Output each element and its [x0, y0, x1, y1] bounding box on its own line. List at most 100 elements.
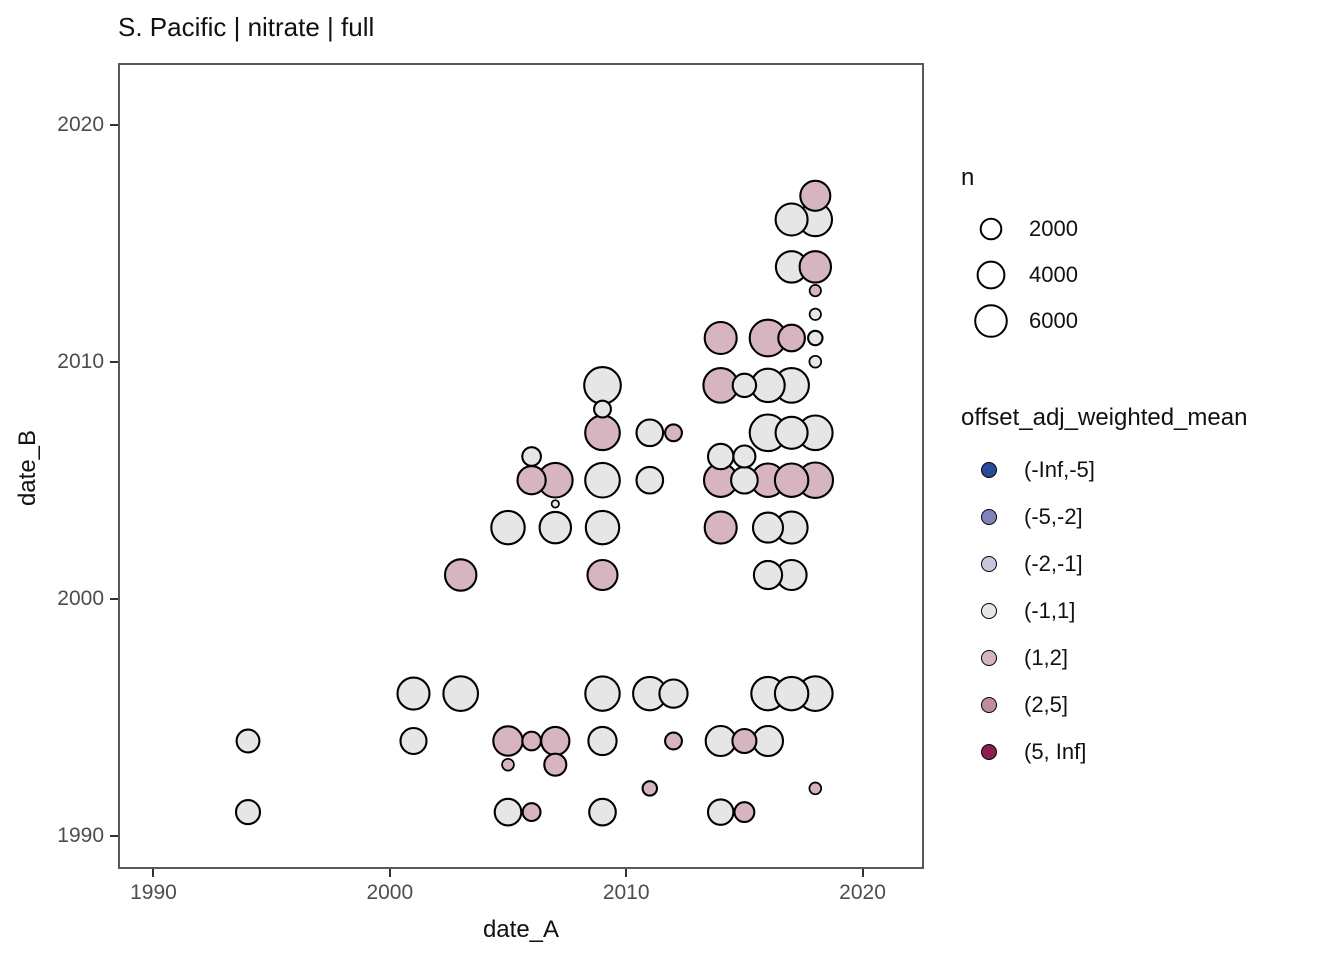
data-point — [584, 675, 621, 712]
color-legend-item: (2,5] — [961, 681, 1247, 728]
chart-title: S. Pacific | nitrate | full — [118, 12, 375, 42]
data-point — [587, 725, 618, 757]
size-legend-item: 2000 — [961, 206, 1078, 252]
color-legend-rows: (-Inf,-5] (-5,-2] (-2,-1] (-1,1] (1,2] (2,5] (… — [961, 446, 1247, 775]
y-tick-mark — [110, 360, 118, 363]
data-point — [583, 366, 622, 405]
data-point — [641, 780, 659, 797]
data-point — [584, 414, 621, 452]
color-legend-dot-icon — [981, 508, 997, 525]
plot-panel — [118, 63, 924, 869]
y-tick-label: 2010 — [57, 349, 104, 373]
data-point — [593, 399, 612, 419]
data-point — [774, 202, 809, 237]
data-point — [808, 284, 822, 298]
color-legend-title: offset_adj_weighted_mean — [961, 404, 1248, 431]
data-point — [521, 802, 542, 823]
x-tick-mark — [388, 869, 391, 877]
data-point — [773, 462, 810, 498]
y-tick-label: 1990 — [57, 823, 104, 847]
y-axis-title: date_B — [14, 429, 41, 507]
color-legend-dot-icon — [981, 602, 997, 619]
color-legend-label: (-2,-1] — [1024, 550, 1083, 576]
x-tick-label: 2020 — [839, 881, 886, 904]
x-tick-label: 1990 — [130, 881, 177, 904]
data-point — [733, 801, 756, 824]
data-point — [584, 509, 621, 546]
data-point — [703, 320, 738, 356]
color-legend-label: (-5,-2] — [1024, 503, 1083, 529]
data-point — [731, 727, 758, 755]
data-point — [492, 725, 524, 757]
data-point — [799, 179, 832, 212]
y-tick-label: 2000 — [57, 586, 104, 610]
data-point — [773, 675, 810, 712]
data-point — [521, 730, 542, 752]
color-legend-label: (1,2] — [1024, 644, 1069, 670]
data-point — [703, 510, 738, 545]
x-tick-mark — [152, 869, 155, 877]
color-legend-dot-icon — [981, 649, 997, 666]
data-point — [664, 731, 683, 751]
data-point — [550, 499, 560, 509]
data-point — [706, 798, 735, 826]
color-legend-label: (-Inf,-5] — [1024, 456, 1095, 482]
data-point — [516, 465, 547, 496]
data-point — [808, 781, 823, 796]
color-legend: offset_adj_weighted_mean (-Inf,-5] (-5,-2… — [961, 404, 1247, 775]
data-point — [808, 354, 823, 369]
size-legend-label: 6000 — [1029, 308, 1078, 333]
data-point — [658, 678, 689, 709]
size-legend-circle-icon — [979, 217, 1003, 241]
data-point — [777, 323, 806, 353]
data-point — [807, 329, 824, 347]
color-legend-item: (-2,-1] — [961, 540, 1247, 587]
plot-points-layer — [234, 179, 835, 827]
data-point — [586, 558, 619, 592]
x-tick-mark — [625, 869, 628, 877]
y-tick-label: 2020 — [57, 112, 104, 136]
color-legend-dot-icon — [981, 696, 997, 713]
data-point — [538, 510, 573, 545]
x-tick-label: 2010 — [602, 881, 650, 904]
y-tick-mark — [110, 597, 118, 600]
x-tick-mark — [861, 869, 864, 877]
data-point — [706, 442, 735, 471]
data-point — [588, 797, 617, 827]
data-point — [234, 799, 262, 826]
size-legend-circle-icon — [976, 260, 1006, 290]
size-legend-item: 6000 — [961, 298, 1078, 344]
data-point — [751, 724, 785, 758]
data-point — [635, 465, 665, 495]
data-point — [774, 415, 809, 450]
y-tick-mark — [110, 123, 118, 126]
data-point — [540, 725, 571, 757]
data-point — [493, 797, 523, 827]
color-legend-item: (-Inf,-5] — [961, 446, 1247, 493]
data-point — [808, 307, 822, 321]
data-point — [235, 728, 261, 754]
data-point — [798, 250, 833, 284]
data-point — [399, 726, 428, 756]
size-legend-label: 2000 — [1029, 216, 1078, 241]
data-point — [501, 757, 515, 772]
data-point — [704, 724, 737, 758]
color-legend-label: (-1,1] — [1024, 597, 1076, 623]
data-point — [443, 558, 478, 592]
data-point — [584, 461, 621, 499]
size-legend-rows: 2000 4000 6000 — [961, 206, 1078, 344]
color-legend-item: (-5,-2] — [961, 493, 1247, 540]
x-axis-title: date_A — [482, 916, 560, 943]
data-point — [732, 444, 757, 469]
data-point — [751, 511, 785, 544]
y-tick-mark — [110, 834, 118, 837]
data-point — [730, 465, 759, 495]
color-legend-label: (5, Inf] — [1024, 738, 1087, 764]
color-legend-item: (1,2] — [961, 634, 1247, 681]
color-legend-item: (5, Inf] — [961, 728, 1247, 775]
size-legend: n 2000 4000 6000 — [961, 164, 1078, 344]
color-legend-label: (2,5] — [1024, 691, 1069, 717]
data-point — [752, 559, 784, 591]
data-point — [664, 423, 683, 443]
